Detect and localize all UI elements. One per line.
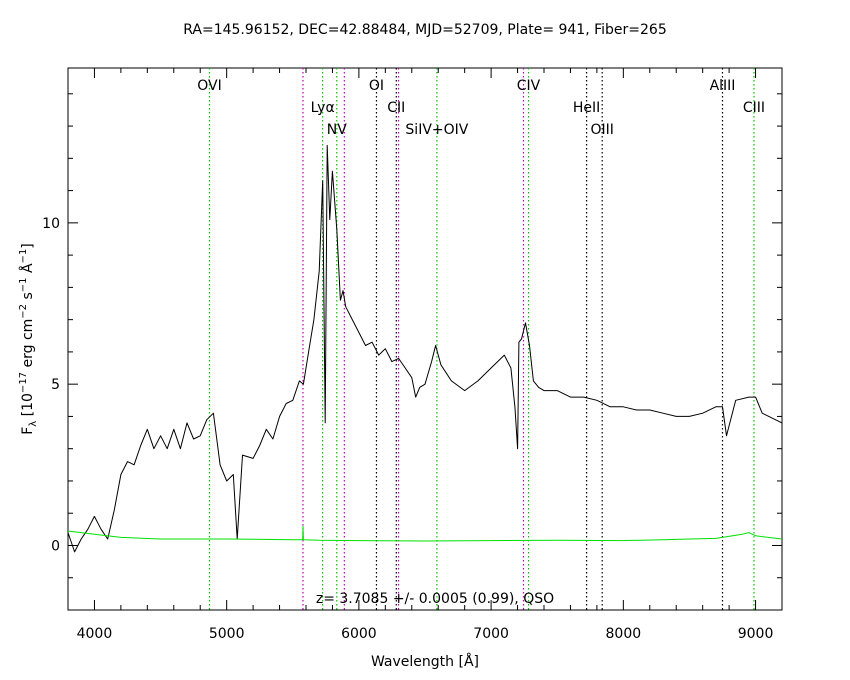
y-label-close: ] bbox=[20, 243, 36, 248]
x-tick-label: 5000 bbox=[209, 626, 245, 642]
x-tick-label: 8000 bbox=[606, 626, 642, 642]
y-label-lambda: λ bbox=[28, 421, 39, 427]
error-series-line bbox=[67, 525, 783, 542]
line-label-6: CIV bbox=[517, 78, 541, 94]
y-label-exp2: −2 bbox=[18, 304, 29, 319]
line-label-9: AlIII bbox=[710, 78, 736, 94]
y-tick-label: 0 bbox=[51, 538, 60, 554]
plot-frame bbox=[67, 67, 783, 611]
y-label-exp4: −1 bbox=[18, 249, 29, 264]
y-axis-ticks: 0 5 10 bbox=[42, 93, 782, 611]
line-label-10: CIII bbox=[743, 100, 765, 116]
line-label-0: OVI bbox=[197, 78, 221, 94]
line-label-8: OIII bbox=[590, 122, 613, 138]
x-tick-label: 9000 bbox=[738, 626, 774, 642]
line-label-4: CII bbox=[387, 100, 405, 116]
y-label-exp1: −17 bbox=[18, 372, 29, 393]
x-axis-label: Wavelength [Å] bbox=[371, 653, 479, 670]
y-label-exp3: −1 bbox=[18, 277, 29, 292]
x-tick-label: 7000 bbox=[473, 626, 509, 642]
y-label-ang: Å bbox=[19, 263, 36, 277]
line-label-5: SiIV+OIV bbox=[405, 122, 468, 138]
line-label-7: HeII bbox=[573, 100, 600, 116]
y-label-open: [10 bbox=[20, 393, 36, 421]
x-axis-ticks: 4000 5000 6000 7000 8000 9000 bbox=[67, 68, 783, 642]
y-label-erg: erg cm bbox=[20, 319, 36, 372]
redshift-annotation: z= 3.7085 +/- 0.0005 (0.99), QSO bbox=[316, 591, 554, 607]
line-label-3: OI bbox=[369, 78, 384, 94]
y-axis-label: Fλ [10−17 erg cm−2 s−1 Å−1] bbox=[18, 243, 39, 435]
chart-title: RA=145.96152, DEC=42.88484, MJD=52709, P… bbox=[183, 22, 667, 38]
series-layer bbox=[67, 144, 783, 553]
y-tick-label: 5 bbox=[51, 377, 60, 393]
flux-series-line bbox=[67, 144, 783, 553]
x-tick-label: 6000 bbox=[341, 626, 377, 642]
y-tick-label: 10 bbox=[42, 216, 60, 232]
line-label-1: Lyα bbox=[311, 100, 335, 116]
line-label-2: NV bbox=[327, 122, 347, 138]
y-label-s: s bbox=[20, 292, 36, 304]
y-label-f: F bbox=[20, 427, 36, 435]
x-tick-label: 4000 bbox=[77, 626, 113, 642]
